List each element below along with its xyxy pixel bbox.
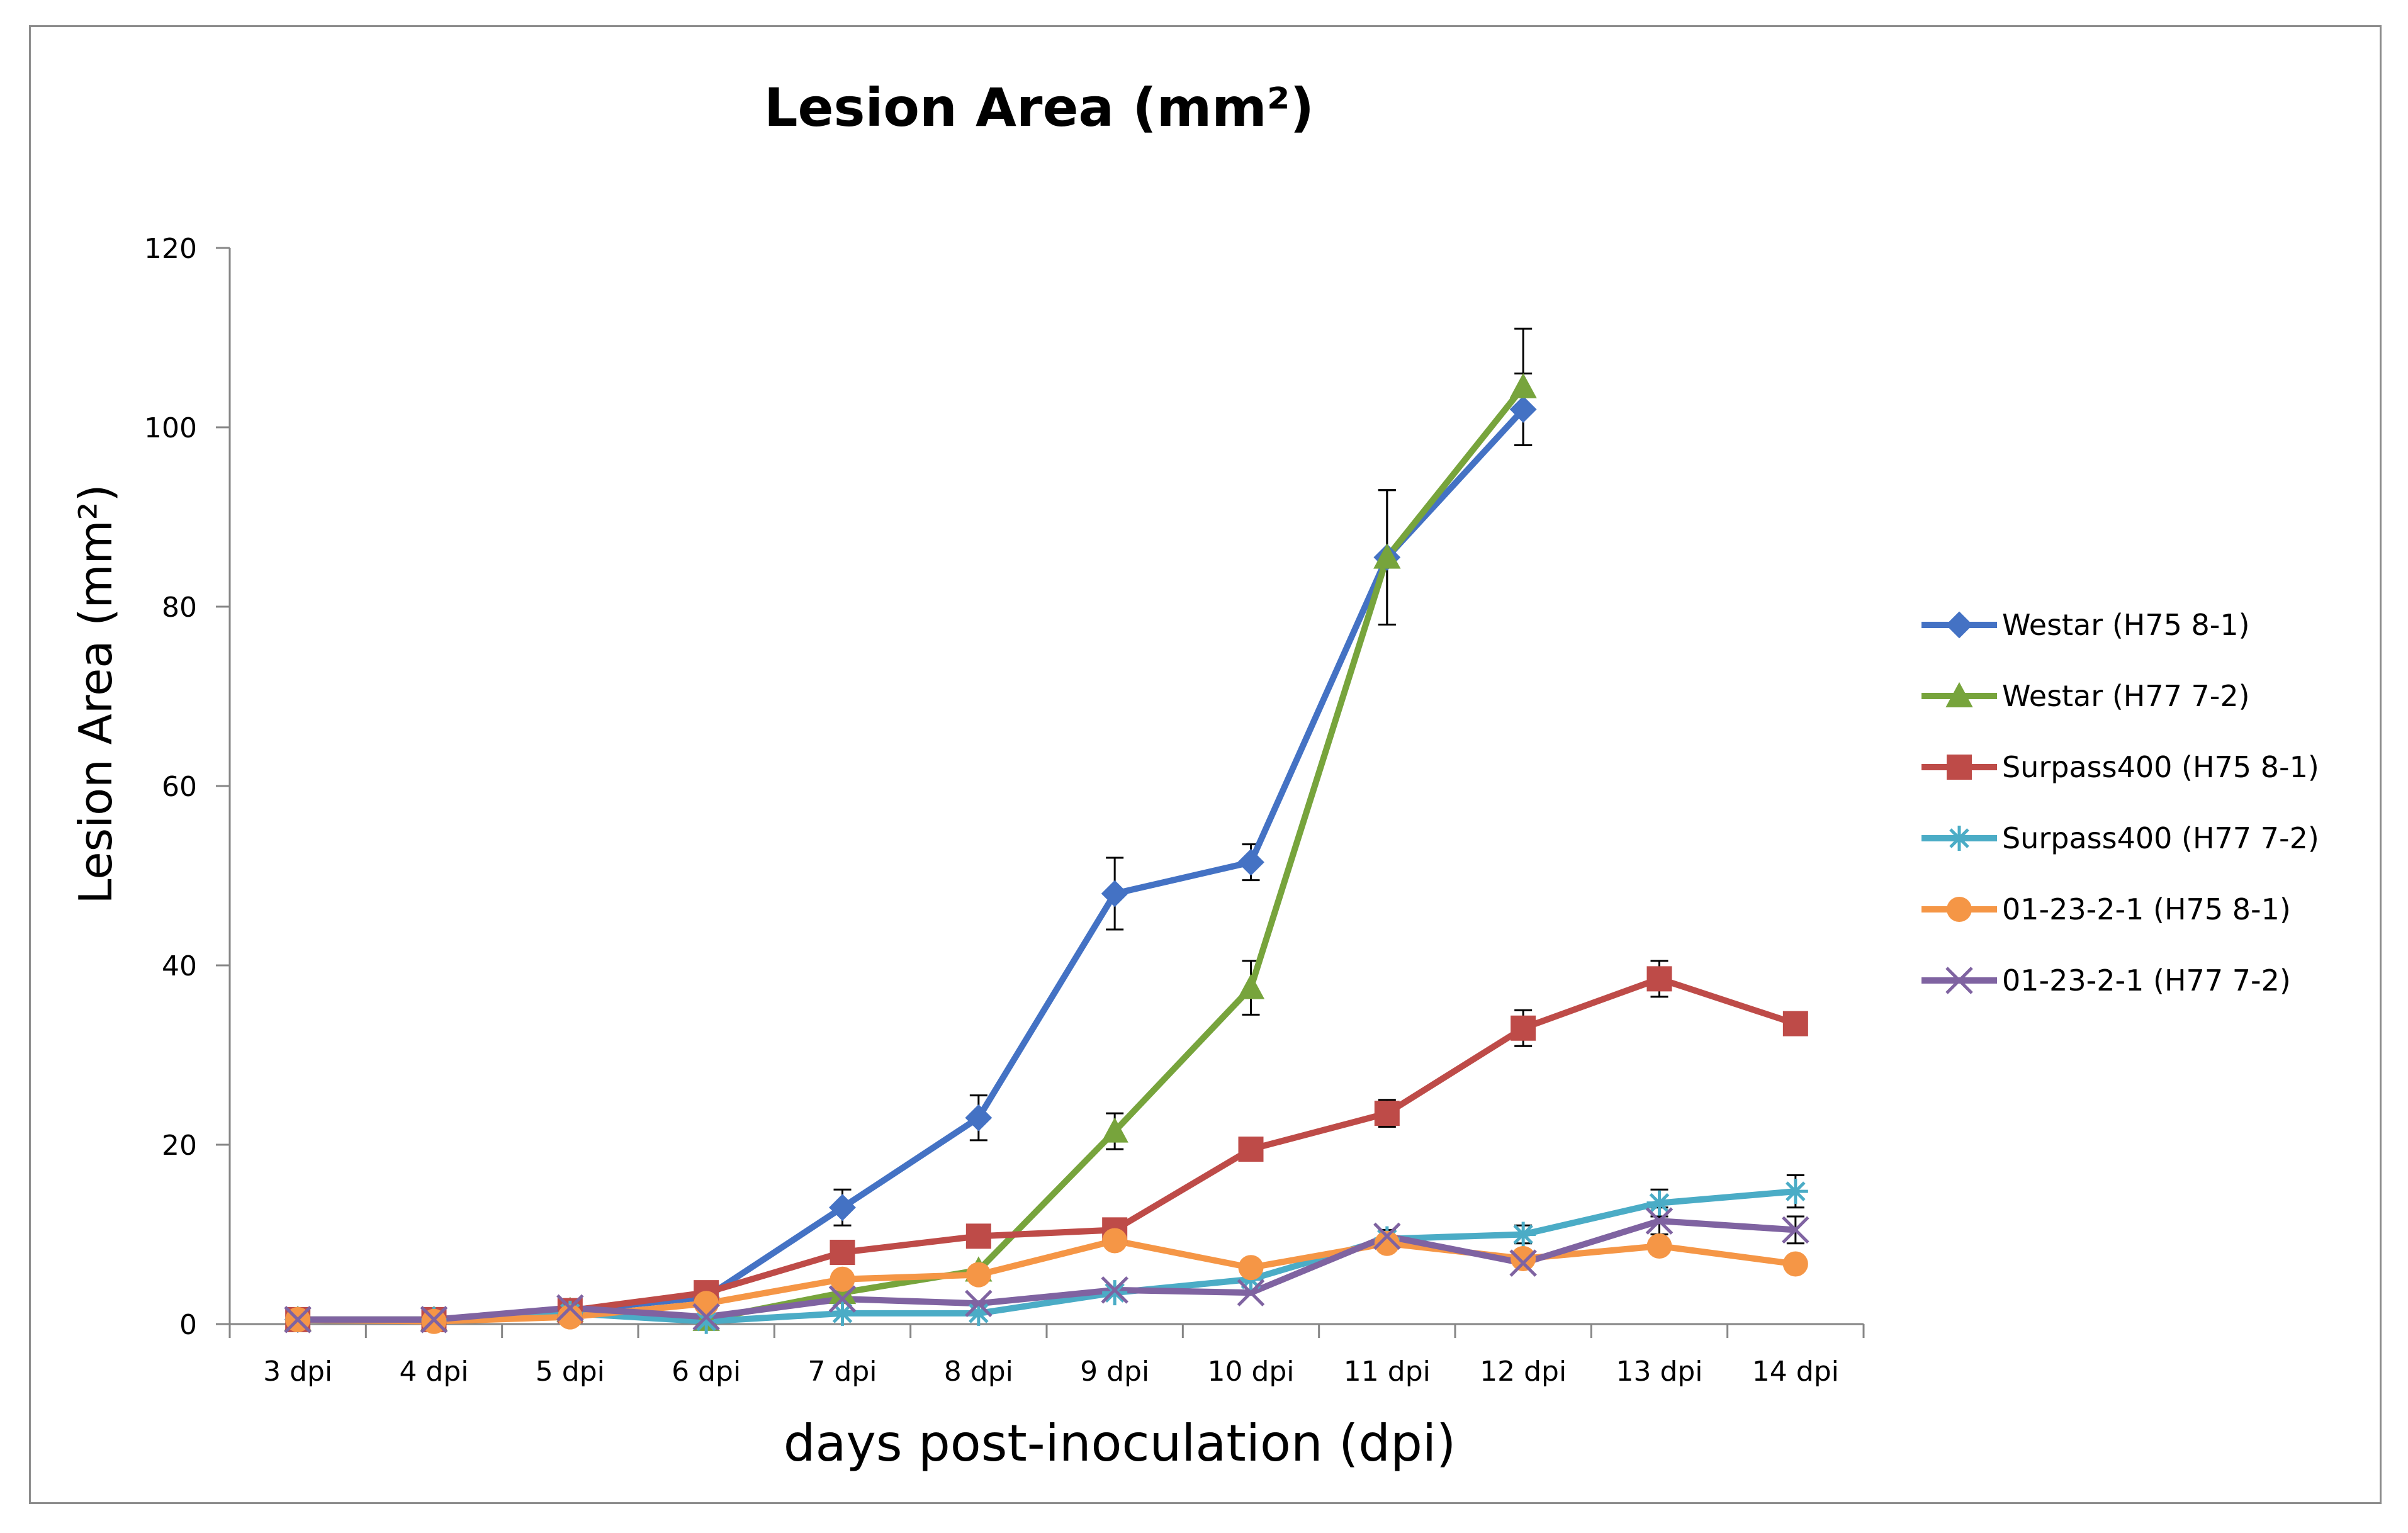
series-2-point [1373,543,1401,569]
series-1-point [1101,880,1128,907]
x-tick-label: 11 dpi [1344,1356,1431,1388]
series-5-point [1238,1255,1264,1281]
series-6-point [284,1306,312,1334]
legend-marker [1947,897,1972,922]
series-lines [298,385,1797,1325]
legend-marker [1945,611,1973,639]
legend-entry-4: Surpass400 (H77 7-2) [1921,821,2319,855]
series-4-point [1646,1190,1672,1216]
x-tick-label: 13 dpi [1616,1356,1702,1388]
series-4-point [1782,1179,1808,1204]
series-3-point [1782,1011,1808,1036]
series-5-point [1102,1228,1128,1254]
series-5-point [830,1266,855,1292]
series-line-6 [298,1218,1796,1323]
legend: Westar (H75 8-1) Westar (H77 7-2) Surpass4… [1921,608,2319,997]
legend-marker [1947,826,1972,851]
series-6-point [420,1306,448,1334]
series-4-point [830,1300,855,1326]
series-2-point [1101,1117,1128,1143]
y-tick-label: 40 [162,950,197,982]
x-tick-label: 9 dpi [1080,1356,1149,1388]
series-6-point [1373,1222,1401,1250]
series-6-point [1782,1216,1809,1244]
x-tick-label: 12 dpi [1480,1356,1567,1388]
x-tick-label: 14 dpi [1752,1356,1839,1388]
axes: 0 20 40 60 80 100 120 3 dpi 4 dpi 5 dpi 6 dpi 7 dpi… [144,233,1865,1388]
y-axis-title: Lesion Area (mm²) [69,484,122,904]
series-4-point [1511,1221,1536,1247]
chart-title: Lesion Area (mm²) [764,77,1314,138]
series-1-point [829,1194,856,1221]
legend-label: Westar (H75 8-1) [2002,608,2250,642]
series-5-point [1511,1245,1536,1271]
series-5-point [1374,1230,1400,1256]
series-line-4 [298,1188,1796,1325]
series-6-point [1237,1279,1265,1306]
series-1-point [1509,396,1537,423]
legend-label: 01-23-2-1 (H77 7-2) [2002,963,2291,997]
legend-entry-3: Surpass400 (H75 8-1) [1921,750,2319,784]
legend-label: Surpass400 (H77 7-2) [2002,821,2319,855]
legend-entry-1: Westar (H75 8-1) [1921,608,2250,642]
y-tick-label: 20 [162,1130,197,1162]
series-3-point [1374,1101,1400,1126]
line-chart: Lesion Area (mm²) 0 20 40 60 80 100 120 3 dpi 4 … [69,77,2319,1473]
series-3-point [1646,966,1672,992]
y-tick-label: 80 [162,592,197,624]
legend-entry-5: 01-23-2-1 (H75 8-1) [1921,892,2291,926]
series-6-point [692,1303,720,1331]
x-tick-label: 10 dpi [1207,1356,1294,1388]
series-1-point [965,1104,993,1132]
series-5-point [965,1262,991,1288]
series-line-3 [298,975,1797,1323]
series-line-2 [298,385,1526,1323]
series-3-point [1238,1137,1264,1162]
x-tick-label: 8 dpi [944,1356,1013,1388]
y-tick-label: 0 [179,1309,197,1341]
series-6-point [556,1294,584,1322]
series-6-point [1509,1249,1537,1277]
series-2-point [1237,974,1265,999]
y-tick-label: 60 [162,771,197,803]
series-6-point [828,1285,857,1313]
series-6-point [1645,1207,1674,1235]
x-tick-label: 5 dpi [536,1356,605,1388]
y-tick-label: 120 [144,233,197,265]
series-3-point [965,1223,991,1249]
series-4-point [1102,1280,1128,1306]
series-5-point [557,1304,583,1330]
series-2-point [1509,373,1537,398]
series-6-point [1101,1276,1128,1304]
legend-marker [1945,682,1973,707]
legend-entry-2: Westar (H77 7-2) [1921,679,2250,713]
legend-label: Surpass400 (H75 8-1) [2002,750,2319,784]
x-axis-title: days post-inoculation (dpi) [784,1414,1456,1473]
legend-label: 01-23-2-1 (H75 8-1) [2002,892,2291,926]
x-tick-label: 4 dpi [399,1356,468,1388]
series-5-point [1782,1251,1808,1277]
legend-entry-6: 01-23-2-1 (H77 7-2) [1921,963,2291,997]
series-3-point [1511,1015,1536,1041]
series-3-point [830,1240,855,1265]
series-markers [284,373,1809,1334]
series-line-1 [298,407,1526,1323]
legend-marker [1945,967,1973,994]
series-1-point [1237,848,1264,876]
legend-label: Westar (H77 7-2) [2002,679,2250,713]
x-tick-label: 6 dpi [672,1356,741,1388]
y-tick-label: 100 [144,412,197,444]
x-tick-label: 7 dpi [807,1356,877,1388]
legend-marker [1947,755,1972,780]
series-6-point [965,1289,993,1317]
chart-frame: Lesion Area (mm²) 0 20 40 60 80 100 120 3 dpi 4 … [29,25,2382,1504]
x-tick-label: 3 dpi [263,1356,332,1388]
series-5-point [1646,1233,1672,1259]
series-5-point [694,1291,719,1317]
